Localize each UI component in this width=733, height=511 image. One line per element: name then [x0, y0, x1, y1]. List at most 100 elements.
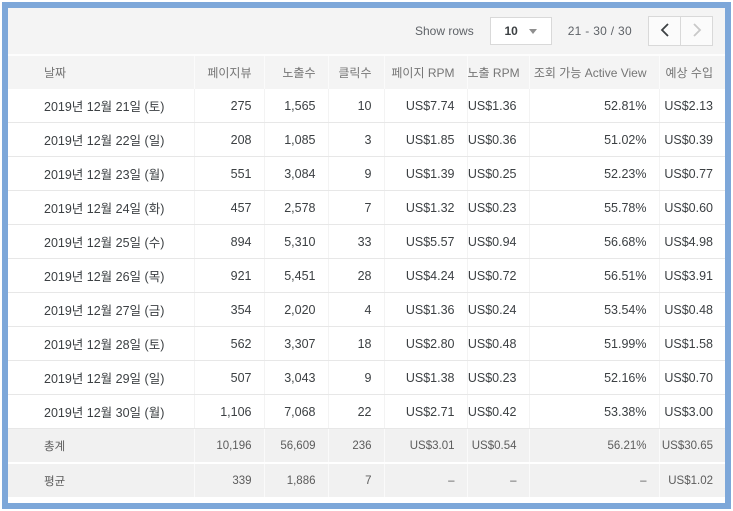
clicks-cell: 4	[327, 292, 384, 327]
pagination-toolbar: Show rows 10 21 - 30 / 30	[8, 8, 725, 56]
date-cell: 2019년 12월 29일 (일)	[8, 360, 194, 395]
clicks-cell: 28	[327, 258, 384, 293]
clicks-cell: 9	[327, 360, 384, 395]
table-row: 2019년 12월 25일 (수) 894 5,310 33 US$5.57 US$0.9…	[8, 224, 725, 259]
rows-per-page-select[interactable]: 10	[489, 17, 552, 45]
clicks-cell: 18	[327, 326, 384, 361]
estimated-earnings-cell: US$3.00	[658, 394, 725, 429]
clicks-cell: 7	[327, 463, 384, 497]
impressions-cell: 3,043	[263, 360, 328, 395]
estimated-earnings-cell: US$0.60	[658, 190, 725, 225]
table-row: 2019년 12월 22일 (일) 208 1,085 3 US$1.85 US$0.36…	[8, 122, 725, 157]
impressions-cell: 3,307	[263, 326, 328, 361]
impression-rpm-cell: US$0.94	[466, 224, 529, 259]
impression-rpm-cell: US$0.36	[466, 122, 529, 157]
page-rpm-cell: –	[383, 463, 467, 497]
chevron-right-icon	[692, 22, 702, 40]
impressions-cell: 2,578	[263, 190, 328, 225]
page-rpm-cell: US$1.85	[383, 122, 467, 157]
date-cell: 2019년 12월 24일 (화)	[8, 190, 194, 225]
page-rpm-cell: US$1.32	[383, 190, 467, 225]
page-range-label: 21 - 30 / 30	[567, 24, 632, 38]
page-rpm-cell: US$4.24	[383, 258, 467, 293]
pageviews-cell: 275	[193, 89, 264, 123]
date-cell: 2019년 12월 22일 (일)	[8, 122, 194, 157]
table-row: 평균 339 1,886 7– – – US$1.02	[8, 463, 725, 497]
active-view-cell: 56.68%	[528, 224, 659, 259]
impression-rpm-cell: US$1.36	[466, 89, 529, 123]
page-rpm-cell: US$1.38	[383, 360, 467, 395]
estimated-earnings-cell: US$2.13	[658, 89, 725, 123]
active-view-cell: 53.54%	[528, 292, 659, 327]
impression-rpm-cell: US$0.23	[466, 190, 529, 225]
dropdown-caret-icon	[528, 28, 537, 34]
column-header-page-rpm[interactable]: 페이지 RPM	[383, 56, 467, 89]
active-view-cell: 56.21%	[528, 428, 659, 464]
pageviews-cell: 208	[193, 122, 264, 157]
estimated-earnings-cell: US$0.48	[658, 292, 725, 327]
date-cell: 2019년 12월 27일 (금)	[8, 292, 194, 327]
previous-page-button[interactable]	[648, 16, 681, 46]
column-header-pageviews[interactable]: 페이지뷰	[193, 56, 264, 89]
date-cell: 2019년 12월 28일 (토)	[8, 326, 194, 361]
column-header-estimated-earnings[interactable]: 예상 수입	[658, 56, 725, 89]
active-view-cell: 56.51%	[528, 258, 659, 293]
next-page-button[interactable]	[680, 16, 713, 46]
table-row: 2019년 12월 28일 (토) 562 3,307 18 US$2.80 US$0.4…	[8, 326, 725, 361]
pageviews-cell: 507	[193, 360, 264, 395]
clicks-cell: 7	[327, 190, 384, 225]
pageviews-cell: 10,196	[193, 428, 264, 464]
show-rows-label: Show rows	[415, 24, 474, 38]
pageviews-cell: 339	[193, 463, 264, 497]
clicks-cell: 236	[327, 428, 384, 464]
impression-rpm-cell: –	[466, 463, 529, 497]
table-row: 2019년 12월 29일 (일) 507 3,043 9 US$1.38 US$0.23…	[8, 360, 725, 395]
table-row: 2019년 12월 30일 (월) 1,106 7,068 22 US$2.71 US$0…	[8, 394, 725, 429]
header-row: 날짜 페이지뷰 노출수 클릭수 페이지 RPM 노출 RPM 조회 가능 Active Vi…	[8, 56, 725, 89]
active-view-cell: 55.78%	[528, 190, 659, 225]
clicks-cell: 33	[327, 224, 384, 259]
estimated-earnings-cell: US$1.02	[658, 463, 725, 497]
column-header-impression-rpm[interactable]: 노출 RPM	[466, 56, 529, 89]
estimated-earnings-cell: US$30.65	[658, 428, 725, 464]
impression-rpm-cell: US$0.25	[466, 156, 529, 191]
column-header-active-view[interactable]: 조회 가능 Active View	[528, 56, 659, 89]
estimated-earnings-cell: US$0.39	[658, 122, 725, 157]
date-cell: 2019년 12월 26일 (목)	[8, 258, 194, 293]
page-rpm-cell: US$5.57	[383, 224, 467, 259]
pageviews-cell: 551	[193, 156, 264, 191]
summary-label-cell: 평균	[8, 463, 194, 497]
impressions-cell: 5,451	[263, 258, 328, 293]
chevron-left-icon	[660, 22, 670, 40]
page-rpm-cell: US$1.39	[383, 156, 467, 191]
column-header-date[interactable]: 날짜	[8, 56, 194, 89]
table-row: 2019년 12월 26일 (목) 921 5,451 28 US$4.24 US$0.7…	[8, 258, 725, 293]
table-summary: 총계 10,196 56,609 236 US$3.01 US$0.54 56.21% US$…	[8, 428, 725, 497]
impressions-cell: 1,085	[263, 122, 328, 157]
clicks-cell: 22	[327, 394, 384, 429]
table-row: 2019년 12월 27일 (금) 354 2,020 4 US$1.36 US$0.24…	[8, 292, 725, 327]
active-view-cell: 51.02%	[528, 122, 659, 157]
column-header-impressions[interactable]: 노출수	[263, 56, 328, 89]
pageviews-cell: 1,106	[193, 394, 264, 429]
pageviews-cell: 354	[193, 292, 264, 327]
impressions-cell: 1,886	[263, 463, 328, 497]
estimated-earnings-cell: US$4.98	[658, 224, 725, 259]
pageviews-cell: 921	[193, 258, 264, 293]
impression-rpm-cell: US$0.48	[466, 326, 529, 361]
impressions-cell: 3,084	[263, 156, 328, 191]
column-header-clicks[interactable]: 클릭수	[327, 56, 384, 89]
estimated-earnings-cell: US$0.77	[658, 156, 725, 191]
impression-rpm-cell: US$0.23	[466, 360, 529, 395]
pageviews-cell: 457	[193, 190, 264, 225]
clicks-cell: 10	[327, 89, 384, 123]
table-row: 2019년 12월 21일 (토) 275 1,565 10 US$7.74 US$1.3…	[8, 89, 725, 123]
estimated-earnings-cell: US$3.91	[658, 258, 725, 293]
page-rpm-cell: US$2.80	[383, 326, 467, 361]
impression-rpm-cell: US$0.24	[466, 292, 529, 327]
report-table: 날짜 페이지뷰 노출수 클릭수 페이지 RPM 노출 RPM 조회 가능 Active Vi…	[8, 56, 725, 497]
rows-per-page-value: 10	[504, 24, 518, 38]
active-view-cell: 52.81%	[528, 89, 659, 123]
date-cell: 2019년 12월 25일 (수)	[8, 224, 194, 259]
